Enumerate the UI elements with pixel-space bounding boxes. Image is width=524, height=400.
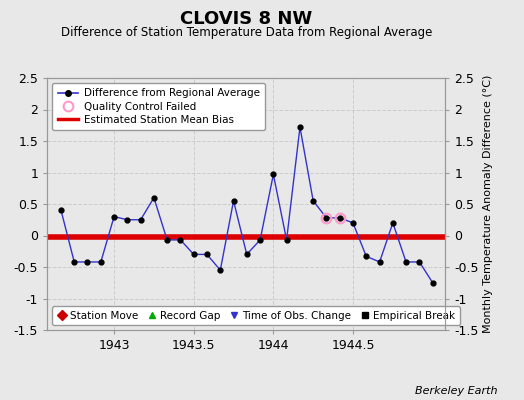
Text: Difference of Station Temperature Data from Regional Average: Difference of Station Temperature Data f…	[61, 26, 432, 39]
Y-axis label: Monthly Temperature Anomaly Difference (°C): Monthly Temperature Anomaly Difference (…	[483, 75, 493, 333]
Text: CLOVIS 8 NW: CLOVIS 8 NW	[180, 10, 312, 28]
Legend: Station Move, Record Gap, Time of Obs. Change, Empirical Break: Station Move, Record Gap, Time of Obs. C…	[52, 306, 460, 325]
Text: Berkeley Earth: Berkeley Earth	[416, 386, 498, 396]
